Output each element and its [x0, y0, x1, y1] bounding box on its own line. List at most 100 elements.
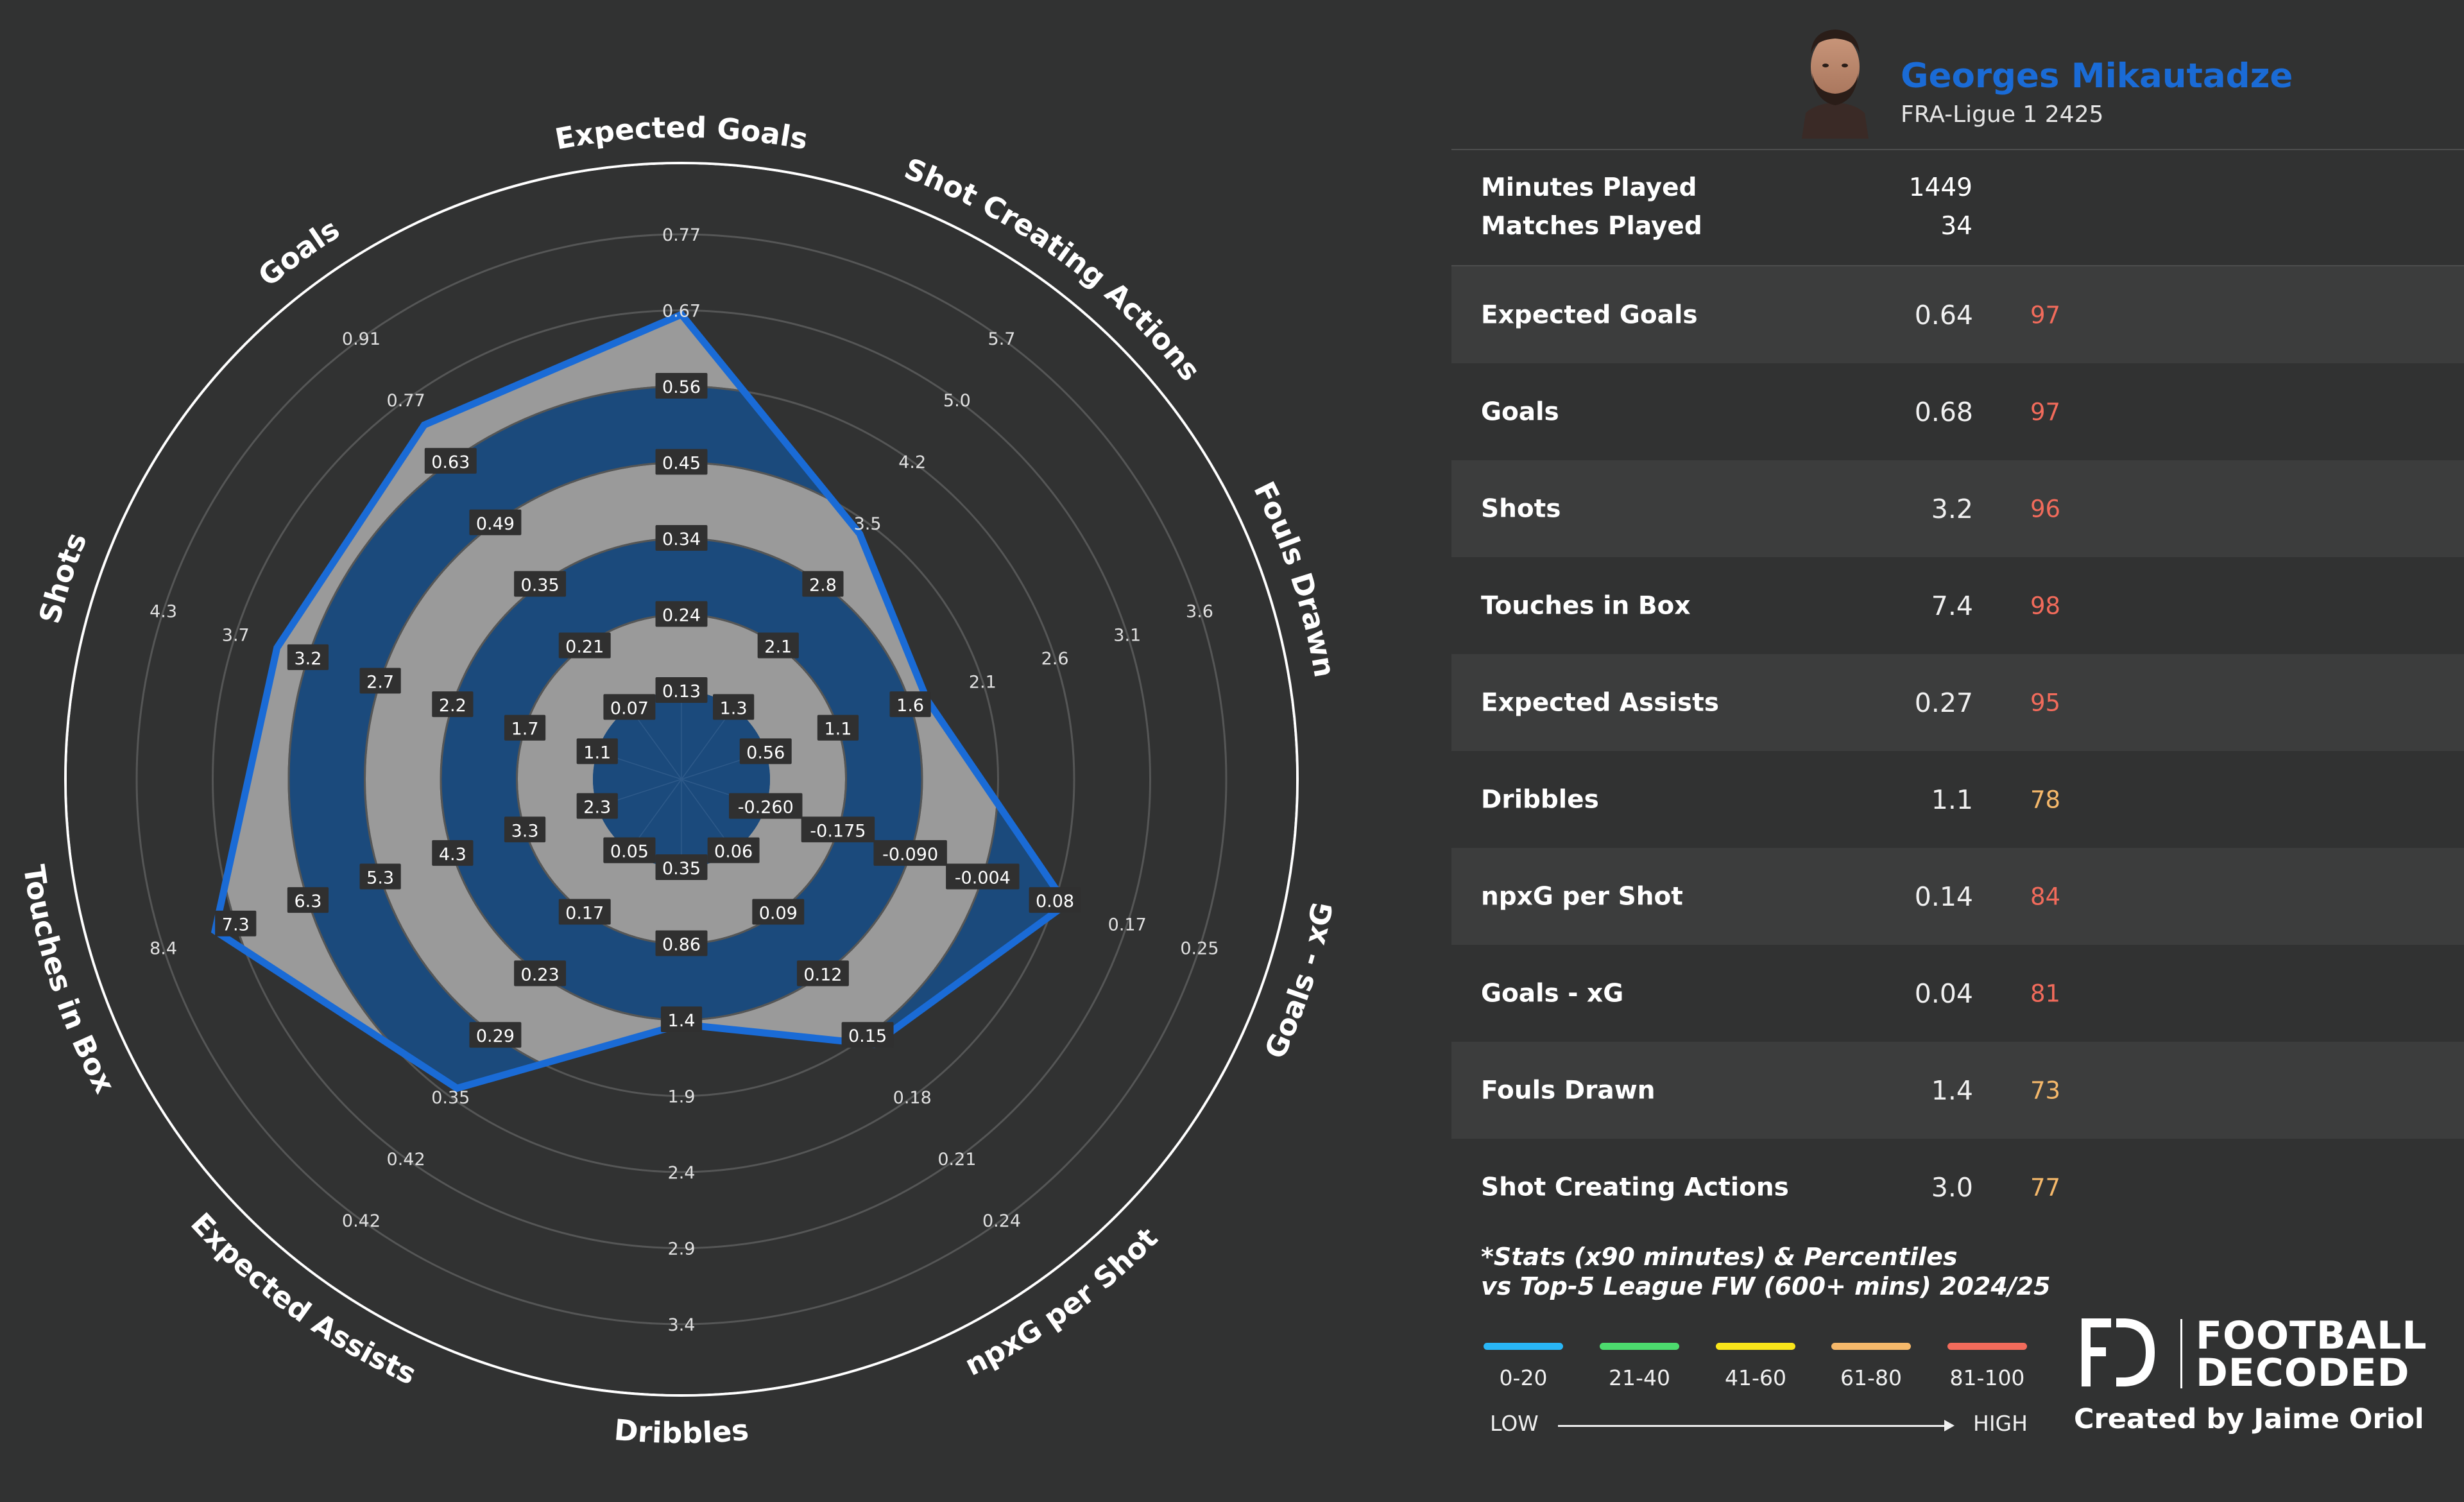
stat-label: Shots	[1481, 494, 1561, 523]
stat-value: 7.4	[1931, 590, 1973, 621]
tick-label-bg	[359, 863, 401, 890]
stat-label: npxG per Shot	[1481, 882, 1683, 911]
tick-label-bg	[739, 738, 792, 764]
tick-label-bg	[603, 694, 656, 720]
stat-row: Expected Assists 0.27 95	[1451, 654, 2464, 751]
info-value: 1449	[1908, 173, 1972, 202]
tick-label-bg	[424, 447, 477, 474]
legend-label: 61-80	[1840, 1365, 1902, 1390]
legend-low-label: LOW	[1490, 1411, 1539, 1436]
tick-label: 0.45	[662, 454, 701, 474]
stat-percentile: 78	[2030, 786, 2061, 813]
tick-label: 0.15	[848, 1026, 887, 1046]
tick-label-bg	[469, 1022, 522, 1048]
stat-label: Expected Assists	[1481, 688, 1719, 717]
tick-label: -0.090	[882, 845, 938, 865]
axis-label: Expected Goals	[552, 110, 810, 157]
football-decoded-logo	[2082, 1318, 2155, 1386]
legend-item: 61-80	[1829, 1343, 1913, 1390]
tick-label-bg	[558, 899, 611, 925]
stat-value: 3.0	[1931, 1171, 1973, 1203]
tick-label-bg	[504, 816, 546, 843]
tick-label: 0.91	[342, 329, 381, 349]
tick-label-bg	[514, 571, 567, 597]
tick-label: 8.4	[150, 938, 177, 958]
stat-label: Expected Goals	[1481, 300, 1698, 329]
tick-label: 0.08	[1036, 892, 1074, 911]
stat-label: Goals - xG	[1481, 979, 1624, 1008]
tick-label: 0.77	[387, 391, 425, 411]
brand-separator	[2180, 1319, 2182, 1388]
info-value: 34	[1940, 212, 1972, 241]
stat-label: Fouls Drawn	[1481, 1076, 1656, 1105]
tick-label: 5.0	[943, 391, 971, 411]
stat-label: Shot Creating Actions	[1481, 1173, 1789, 1202]
tick-label: 0.49	[476, 514, 515, 534]
stat-row: Fouls Drawn 1.4 73	[1451, 1042, 2464, 1139]
tick-label: 4.3	[150, 602, 177, 622]
stat-row: Expected Goals 0.64 97	[1451, 266, 2464, 363]
tick-label-bg	[655, 930, 708, 956]
tick-label: 0.17	[565, 904, 604, 924]
player-avatar	[1802, 30, 1869, 139]
tick-label: 2.1	[969, 673, 997, 693]
legend-label: 0-20	[1499, 1365, 1548, 1390]
tick-label: 1.6	[896, 696, 924, 716]
tick-label-bg	[655, 677, 708, 703]
player-league-season: FRA-Ligue 1 2425	[1901, 101, 2104, 128]
tick-label: 2.1	[764, 637, 792, 657]
tick-label: 0.42	[342, 1211, 381, 1231]
stats-note-line2: vs Top-5 League FW (600+ mins) 2024/25	[1481, 1272, 2051, 1300]
tick-label: 0.21	[937, 1150, 976, 1170]
stat-value: 0.64	[1914, 299, 1973, 331]
legend-item: 0-20	[1482, 1343, 1565, 1390]
tick-label: 0.56	[746, 743, 785, 763]
legend-swatch	[1947, 1343, 2027, 1350]
tick-label-bg	[655, 854, 708, 880]
info-divider	[1451, 265, 2464, 266]
tick-label: 3.6	[1186, 602, 1213, 622]
info-label: Matches Played	[1481, 212, 1702, 241]
info-row: Minutes Played 1449	[1481, 173, 1994, 212]
tick-label-bg	[655, 373, 708, 399]
stat-row: Touches in Box 7.4 98	[1451, 557, 2464, 654]
credit-text: Created by Jaime Oriol	[2074, 1403, 2424, 1435]
stat-label: Dribbles	[1481, 785, 1599, 814]
tick-label-bg	[801, 816, 875, 843]
tick-label: 7.3	[222, 915, 250, 935]
tick-label-bg	[215, 910, 257, 937]
stat-percentile: 95	[2030, 689, 2061, 716]
tick-label: -0.004	[955, 868, 1011, 888]
stat-percentile: 84	[2030, 883, 2061, 910]
tick-label: 3.2	[294, 649, 321, 669]
tick-label-bg	[359, 668, 401, 694]
stat-percentile: 98	[2030, 592, 2061, 619]
tick-label-bg	[752, 899, 805, 925]
stat-value: 3.2	[1931, 493, 1973, 524]
radar-gridline	[135, 233, 1228, 1325]
legend-arrow-line	[1558, 1425, 1949, 1427]
tick-label-bg	[287, 644, 329, 670]
legend-label: 81-100	[1949, 1365, 2025, 1390]
brand-line1: FOOTBALL	[2196, 1313, 2427, 1358]
stat-value: 0.68	[1914, 396, 1973, 427]
tick-label-bg	[287, 887, 329, 913]
tick-label: 0.17	[1108, 915, 1147, 935]
axis-label: Shots	[32, 528, 93, 627]
axis-label: Dribbles	[613, 1413, 750, 1450]
tick-label: 2.4	[668, 1163, 696, 1183]
tick-label: 2.9	[668, 1239, 696, 1259]
tick-label: 0.35	[431, 1088, 470, 1108]
tick-label-bg	[729, 793, 803, 819]
tick-label-bg	[660, 1006, 703, 1032]
stat-label: Touches in Box	[1481, 591, 1691, 620]
tick-label: 3.7	[222, 625, 250, 645]
tick-label-bg	[817, 714, 859, 741]
legend-item: 81-100	[1946, 1343, 2029, 1390]
tick-label-bg	[796, 960, 849, 987]
legend-label: 41-60	[1725, 1365, 1786, 1390]
tick-label-bg	[757, 632, 799, 659]
tick-label-bg	[802, 571, 844, 597]
tick-label: 0.86	[662, 935, 701, 955]
tick-label: 0.34	[662, 530, 701, 549]
